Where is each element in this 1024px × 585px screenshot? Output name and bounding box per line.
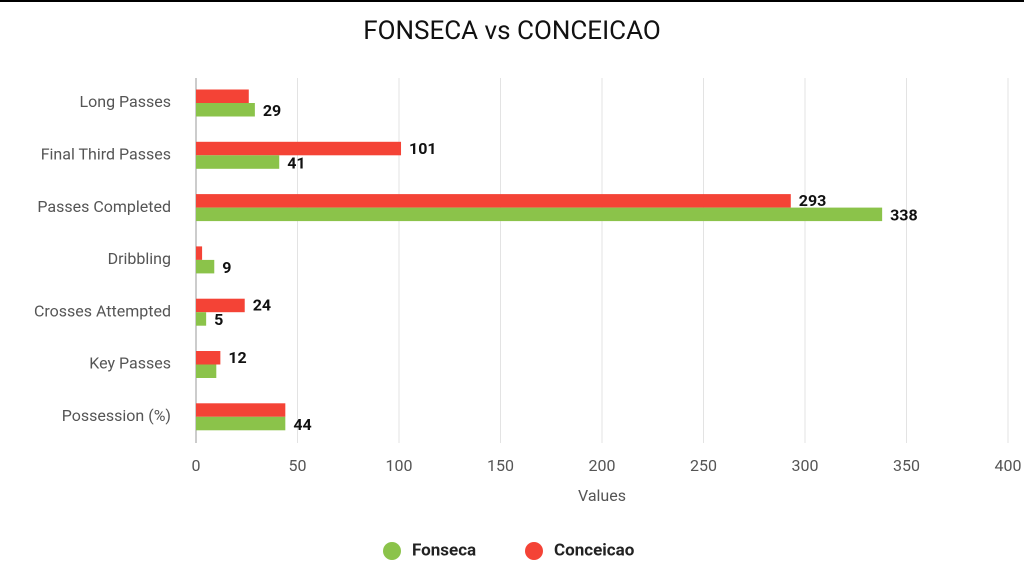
y-tick-label: Possession (%) <box>62 406 171 425</box>
bar <box>196 207 883 222</box>
data-label: 29 <box>263 101 281 120</box>
bar <box>196 364 217 378</box>
data-label: 41 <box>287 153 305 172</box>
data-label: 293 <box>799 191 827 210</box>
data-label: 5 <box>214 310 223 329</box>
x-tick-label: 150 <box>487 456 514 475</box>
bar <box>196 155 280 169</box>
data-label: 9 <box>222 258 231 277</box>
bar <box>196 298 245 313</box>
bar <box>196 141 402 156</box>
y-tick-label: Long Passes <box>80 92 172 111</box>
x-tick-label: 250 <box>690 456 717 475</box>
bar <box>196 312 207 326</box>
legend-marker <box>525 542 543 560</box>
y-tick-label: Dribbling <box>108 249 171 268</box>
data-label: 338 <box>890 206 918 225</box>
legend-marker <box>383 542 401 560</box>
data-label: 101 <box>409 139 437 158</box>
x-tick-label: 100 <box>386 456 413 475</box>
chart-title: FONSECA vs CONCEICAO <box>363 16 661 46</box>
bar <box>196 246 203 260</box>
x-tick-label: 400 <box>995 456 1022 475</box>
bar <box>196 416 286 431</box>
bar <box>196 351 221 365</box>
bar <box>196 194 791 208</box>
bar <box>196 403 286 417</box>
x-tick-label: 50 <box>289 456 307 475</box>
x-tick-label: 0 <box>192 456 201 475</box>
legend-label: Conceicao <box>554 540 635 560</box>
x-tick-label: 350 <box>893 456 920 475</box>
bar <box>196 259 215 274</box>
data-label: 24 <box>253 296 271 315</box>
bar <box>196 103 255 117</box>
x-tick-label: 300 <box>792 456 819 475</box>
y-tick-label: Passes Completed <box>37 197 171 216</box>
y-tick-label: Key Passes <box>89 354 171 373</box>
bar <box>196 89 249 103</box>
data-label: 44 <box>293 415 311 434</box>
x-tick-label: 200 <box>589 456 616 475</box>
y-tick-label: Final Third Passes <box>41 145 171 164</box>
x-axis-label: Values <box>578 486 626 505</box>
data-label: 12 <box>228 348 246 367</box>
y-tick-label: Crosses Attempted <box>34 301 171 320</box>
legend-label: Fonseca <box>412 540 476 560</box>
